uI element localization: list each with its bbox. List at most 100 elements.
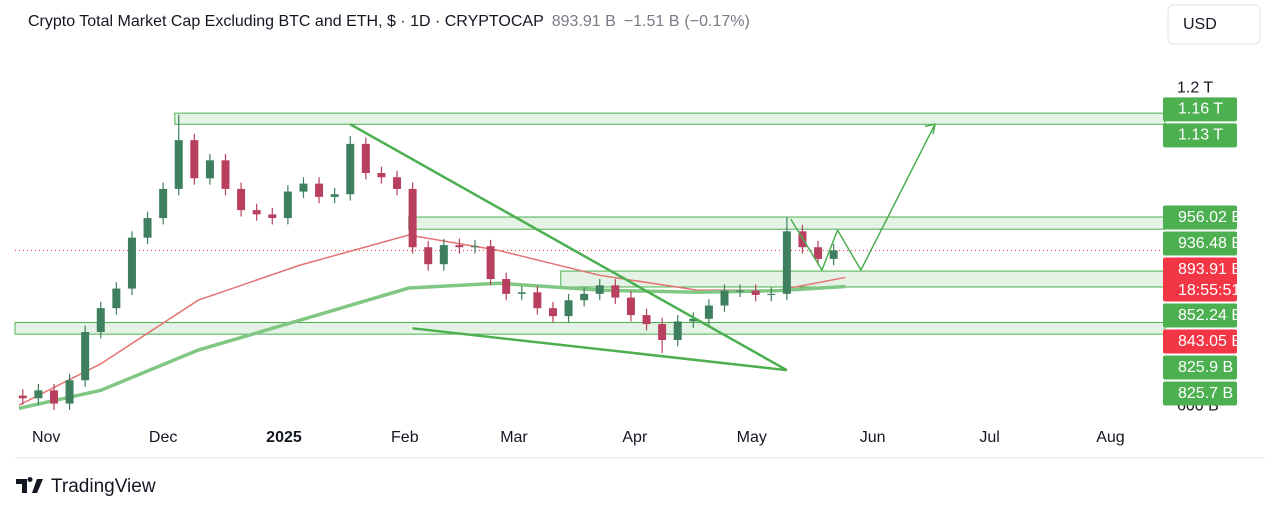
candle-body [330, 194, 339, 197]
price-badge-label: 1.16 T [1178, 101, 1223, 118]
x-tick-label: Nov [32, 429, 60, 446]
price-badge [1163, 231, 1237, 256]
x-tick-label: Mar [500, 429, 528, 446]
plot: 600 B1.1 T1.2 TNovDec2025FebMarAprMayJun… [14, 79, 1219, 446]
last-price: 893.91 B [552, 13, 616, 30]
trendline [412, 327, 788, 372]
x-tick-label: Dec [149, 429, 177, 446]
x-tick-label: May [737, 429, 767, 446]
candle-body [377, 173, 386, 178]
price-badge-label: 843.05 B [1178, 333, 1242, 350]
zone [560, 270, 1166, 288]
price-badge [1163, 205, 1237, 230]
brand[interactable]: TradingView [51, 476, 156, 497]
x-tick-label: Apr [622, 429, 648, 446]
candle-body [580, 293, 589, 301]
candle-body [455, 245, 464, 248]
candle-body [81, 332, 90, 381]
price-badge [1163, 329, 1237, 354]
price-badge-label: 893.91 B [1178, 261, 1242, 278]
chart-title: Crypto Total Market Cap Excluding BTC an… [28, 13, 544, 30]
candle-body [673, 321, 682, 340]
candle-body [533, 292, 542, 309]
candle-body [205, 160, 214, 179]
candle-body [611, 285, 620, 298]
candle-body [751, 290, 760, 295]
candle-body [96, 308, 105, 333]
candle-body [502, 279, 511, 294]
countdown: 18:55:51 [1178, 282, 1240, 299]
candle-body [49, 390, 58, 404]
price-badge [1163, 303, 1237, 328]
candle-body [252, 210, 261, 215]
price-badge [1163, 97, 1237, 122]
candle-body [408, 188, 417, 248]
candle-body [34, 390, 43, 399]
candle-body [814, 247, 823, 259]
candle-body [626, 297, 635, 316]
price-badge [1163, 355, 1237, 380]
candle-body [283, 191, 292, 219]
price-badge [1163, 381, 1237, 406]
trendline [349, 123, 788, 372]
candle-body [829, 250, 838, 259]
candle-body [517, 292, 526, 294]
candle-body [736, 290, 745, 292]
candle-body [642, 315, 651, 325]
candle-body [658, 324, 667, 340]
price-badge-label: 956.02 B [1178, 209, 1242, 226]
price-badge-label: 852.24 B [1178, 307, 1242, 324]
candle-body [18, 395, 27, 399]
price-badge-label: 825.7 B [1178, 385, 1233, 402]
candle-body [689, 318, 698, 322]
candle-body [486, 246, 495, 280]
arrow-head [924, 123, 936, 135]
candle-body [190, 140, 199, 179]
candle-body [548, 308, 557, 317]
logo-icon[interactable] [16, 477, 43, 493]
currency[interactable]: USD [1183, 16, 1217, 33]
price-badge [1163, 123, 1237, 148]
trendline [790, 123, 936, 272]
candle-body [65, 380, 74, 404]
candle-body [315, 183, 324, 197]
candle-body [782, 231, 791, 294]
logo[interactable]: TradingView [16, 476, 156, 497]
candle-body [299, 183, 308, 192]
candle-body [471, 246, 479, 248]
candle-body [704, 305, 713, 319]
candle-body [564, 300, 573, 317]
zone [174, 112, 1166, 125]
candle-body [221, 160, 230, 189]
currency-button[interactable]: USD [1167, 4, 1261, 45]
candle-body [720, 290, 729, 306]
header: Crypto Total Market Cap Excluding BTC an… [28, 13, 750, 30]
candle-body [767, 293, 776, 295]
candle-body [112, 288, 121, 309]
x-tick-label: Jul [979, 429, 999, 446]
candle-body [439, 245, 448, 265]
candle-body [159, 188, 168, 219]
y-tick-label: 1.2 T [1177, 79, 1213, 96]
change-pct: (−0.17%) [684, 13, 749, 30]
candle-body [237, 188, 246, 211]
zone [14, 321, 1166, 335]
candle-body [268, 214, 277, 219]
candle-body [393, 177, 402, 189]
candle-body [595, 285, 604, 294]
candle-body [143, 218, 152, 238]
x-tick-label: Aug [1096, 429, 1124, 446]
price-badge [1163, 257, 1237, 302]
x-tick-label: Feb [391, 429, 419, 446]
candle-body [127, 237, 136, 289]
x-tick-label: Jun [860, 429, 886, 446]
button-frame[interactable] [1167, 4, 1261, 45]
price-badge-label: 936.48 B [1178, 235, 1242, 252]
candle-body [346, 143, 355, 195]
price-badge-label: 1.13 T [1178, 127, 1223, 144]
candle-body [361, 143, 370, 174]
candle-body [424, 247, 433, 265]
